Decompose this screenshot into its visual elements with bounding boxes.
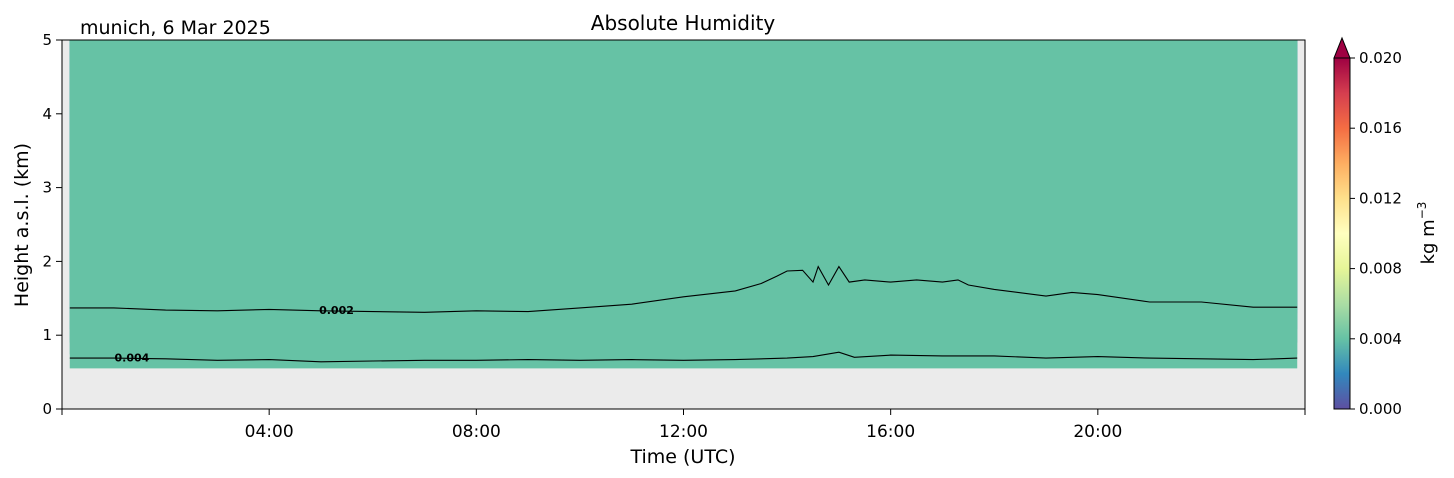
y-axis-label: Height a.s.l. (km) <box>11 143 33 307</box>
colorbar-tick-label: 0.004 <box>1359 330 1402 348</box>
contour-line <box>69 265 1298 313</box>
y-axis-ticks: 0 1 2 3 4 5 <box>42 31 62 418</box>
humidity-band <box>69 40 1298 369</box>
colorbar-tick-label: 0.016 <box>1359 119 1402 137</box>
humidity-bands <box>69 40 1298 369</box>
colorbar-tick-label: 0.000 <box>1359 400 1402 418</box>
colorbar-ticks: 0.000 0.004 0.008 0.012 0.016 0.020 <box>1350 49 1402 418</box>
colorbar-label-exponent: −3 <box>1415 202 1429 220</box>
colorbar-label-unit: kg m <box>1418 219 1439 264</box>
colorbar-tick-label: 0.020 <box>1359 49 1402 67</box>
colorbar-tick-label: 0.008 <box>1359 260 1402 278</box>
y-tick-label: 0 <box>42 400 52 418</box>
y-tick-label: 2 <box>42 252 52 270</box>
x-axis-label: Time (UTC) <box>629 446 735 468</box>
y-tick-label: 1 <box>42 326 52 344</box>
chart-title: Absolute Humidity <box>591 11 776 35</box>
y-tick-label: 4 <box>42 105 52 123</box>
colorbar-tick-label: 0.012 <box>1359 189 1402 207</box>
y-tick-label: 5 <box>42 31 52 49</box>
y-tick-label: 3 <box>42 179 52 197</box>
chart-subtitle: munich, 6 Mar 2025 <box>80 17 271 39</box>
colorbar-label: kg m−3 <box>1415 202 1439 265</box>
x-tick-label: 04:00 <box>245 422 294 442</box>
colorbar-gradient <box>1333 57 1351 410</box>
x-tick-label: 12:00 <box>659 422 708 442</box>
colorbar: 0.000 0.004 0.008 0.012 0.016 0.020 kg m−3 <box>1333 36 1439 418</box>
x-tick-label: 08:00 <box>452 422 501 442</box>
x-tick-label: 16:00 <box>866 422 915 442</box>
x-tick-label: 20:00 <box>1073 422 1122 442</box>
contour-label: 0.004 <box>115 351 150 364</box>
contour-line <box>69 351 1298 363</box>
colorbar-extend-arrow <box>1333 36 1351 59</box>
x-axis-ticks: 04:00 08:00 12:00 16:00 20:00 <box>61 409 1306 442</box>
contour-lines: 0.002 0.004 <box>69 265 1298 364</box>
contour-label: 0.002 <box>319 304 354 317</box>
